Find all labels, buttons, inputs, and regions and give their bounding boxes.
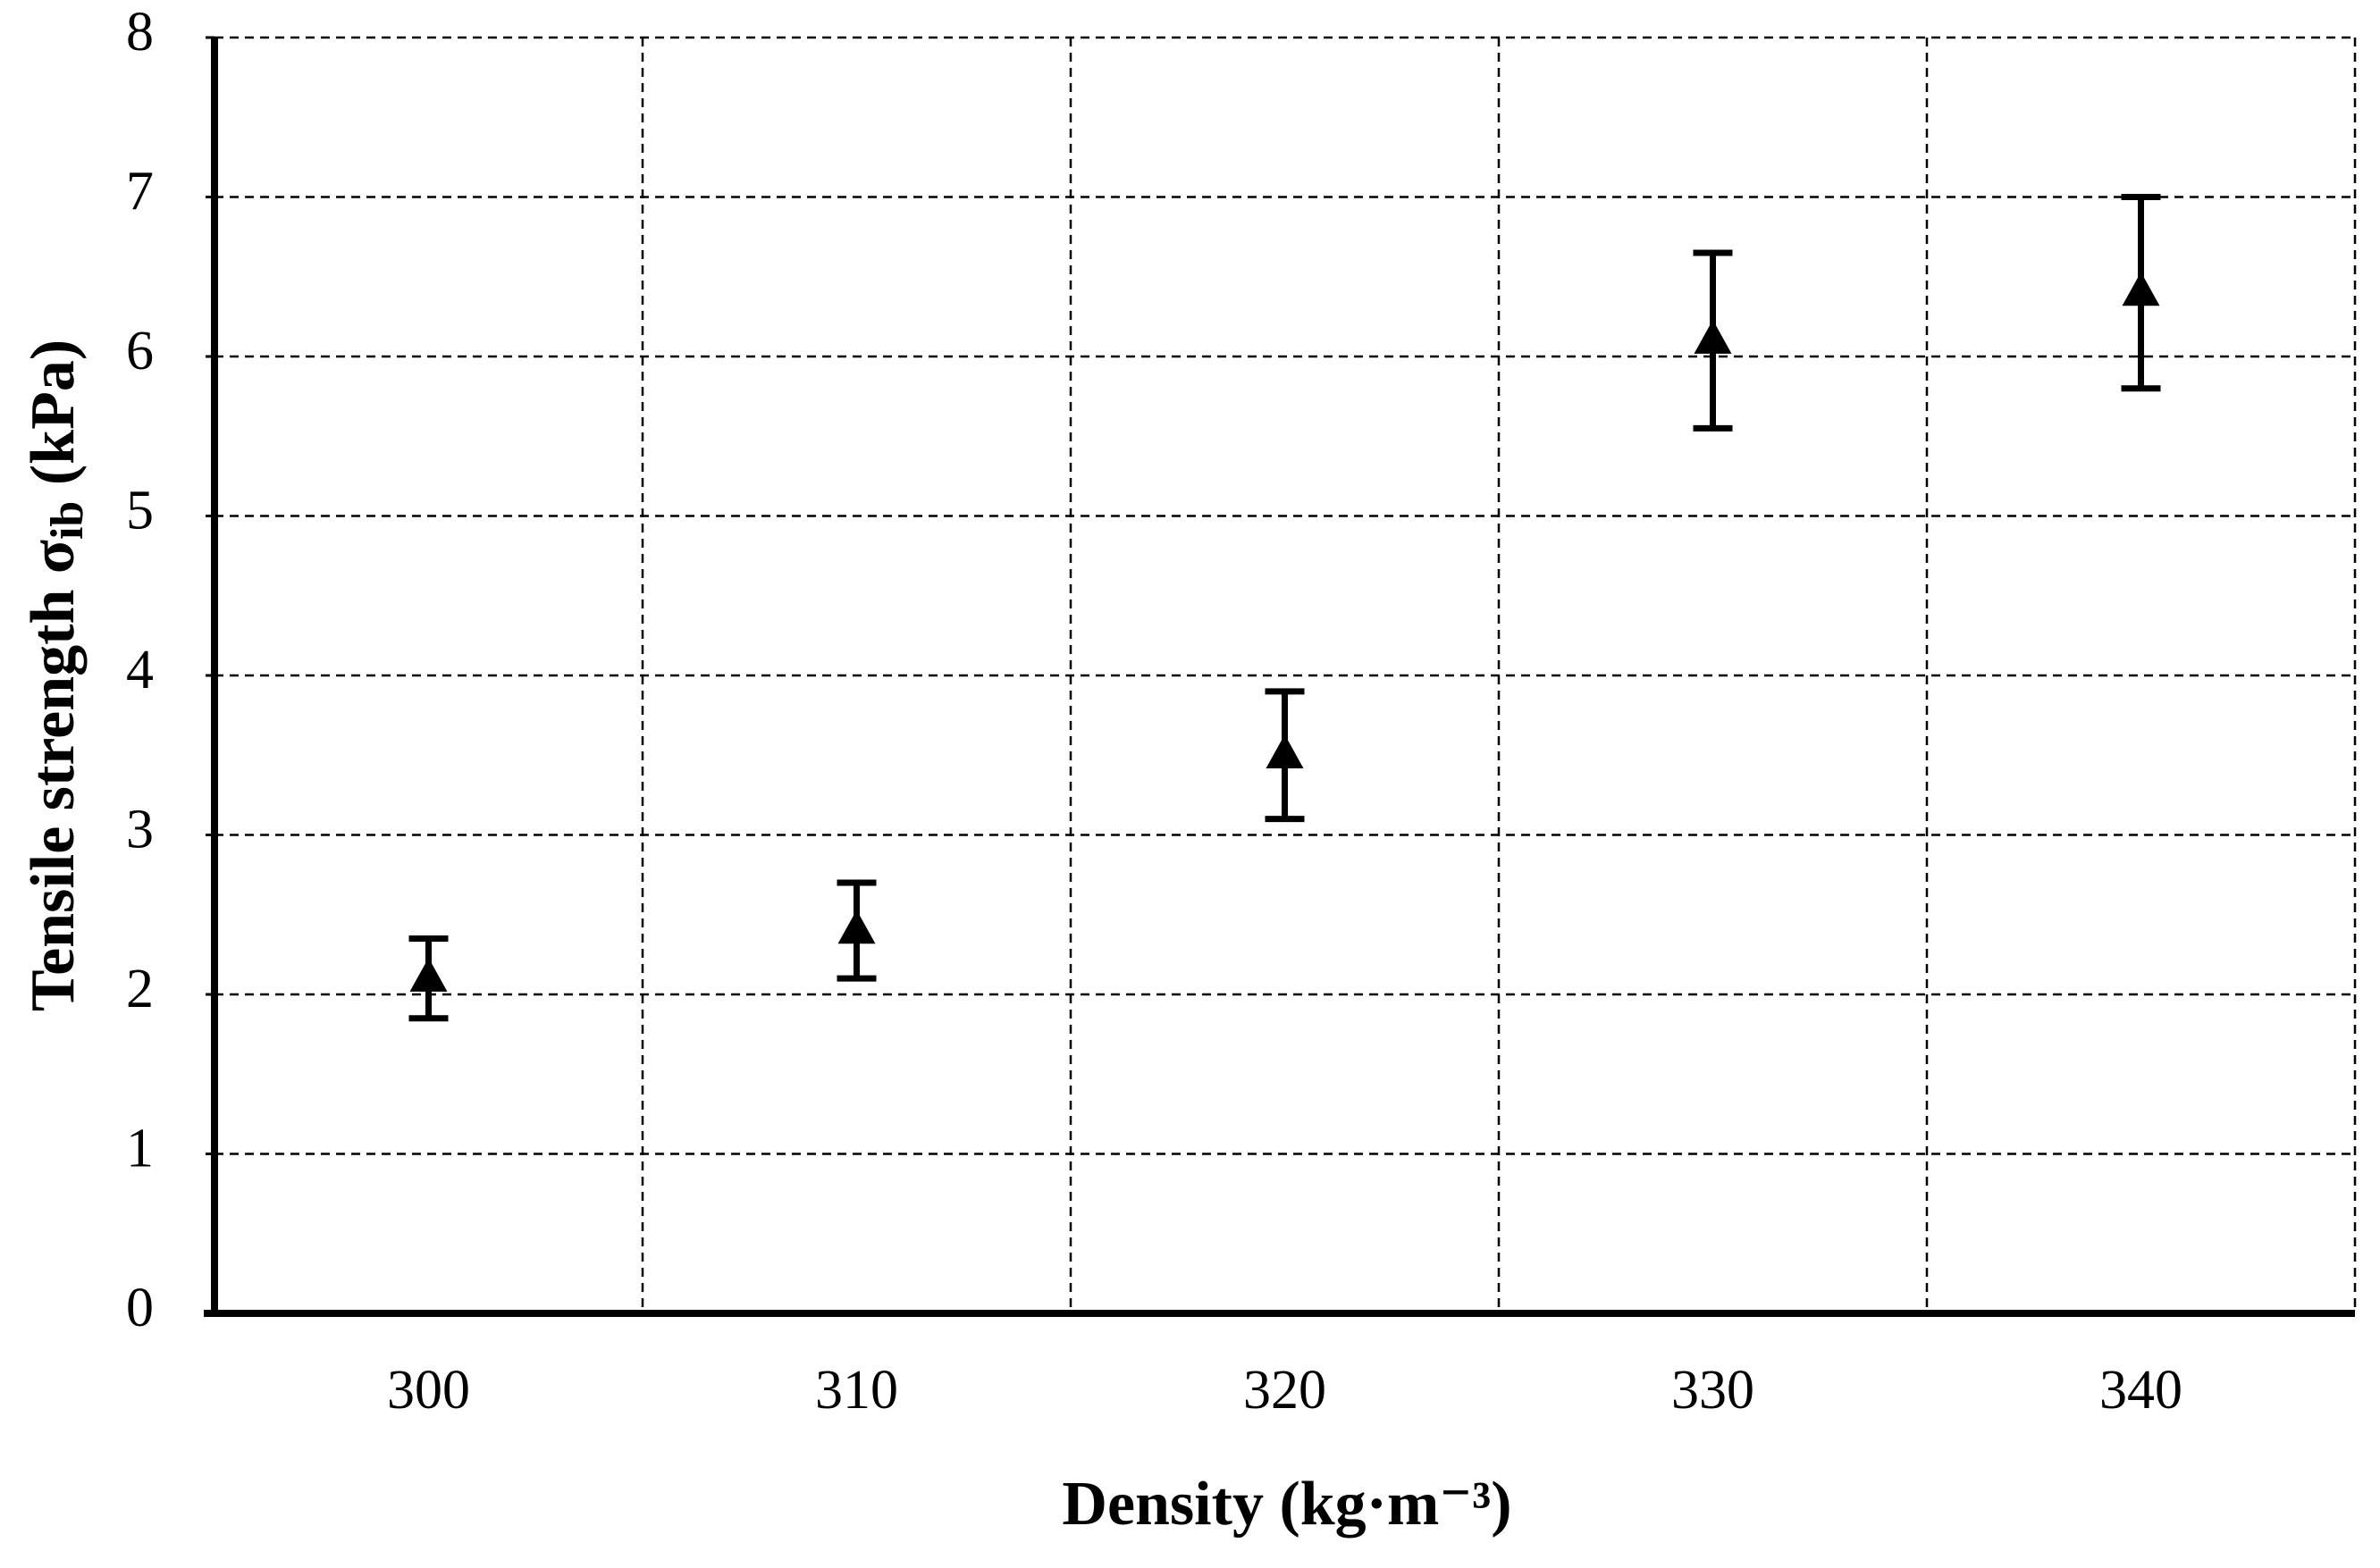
x-axis-title: Density (kg·m⁻³) — [1062, 1470, 1511, 1539]
y-axis-title-main: Tensile strength σ — [19, 540, 88, 1011]
x-tick-label: 340 — [2099, 1360, 2182, 1421]
y-axis-title: Tensile strength σib (kPa) — [19, 340, 93, 1011]
y-axis-title-unit: (kPa) — [19, 340, 88, 501]
y-tick-label: 3 — [126, 800, 154, 860]
y-tick-label: 2 — [126, 959, 154, 1019]
y-tick-label: 8 — [126, 2, 154, 63]
marker — [409, 958, 448, 992]
x-tick-label: 330 — [1671, 1360, 1754, 1421]
y-tick-label: 1 — [126, 1119, 154, 1179]
marker — [2122, 272, 2160, 306]
x-tick-label: 300 — [387, 1360, 470, 1421]
y-tick-label: 5 — [126, 481, 154, 541]
y-tick-label: 0 — [126, 1278, 154, 1338]
y-tick-label: 4 — [126, 640, 154, 700]
y-tick-label: 7 — [126, 162, 154, 222]
marker — [1694, 320, 1732, 354]
marker — [837, 910, 876, 944]
marker — [1266, 734, 1304, 768]
x-tick-label: 320 — [1243, 1360, 1326, 1421]
y-tick-label: 6 — [126, 321, 154, 382]
y-axis-title-sub: ib — [42, 501, 93, 540]
x-tick-label: 310 — [815, 1360, 898, 1421]
